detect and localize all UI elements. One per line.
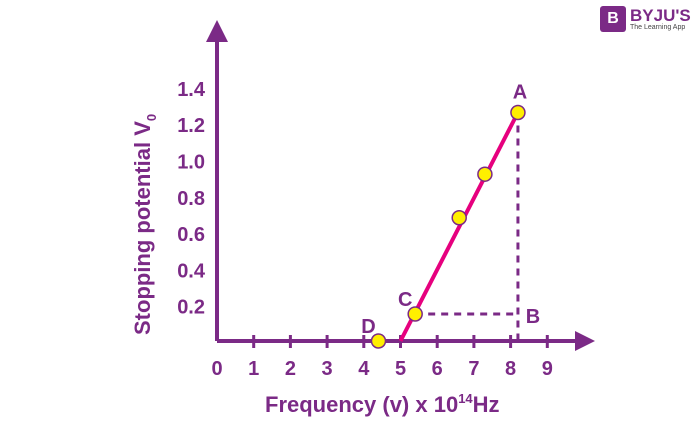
logo-mark: B: [600, 6, 626, 32]
tick-labels: 0 1 2 3 4 5 6 7 8 9 0.2 0.4 0.6 0.8 1.0 1.2 1.4: [177, 79, 553, 380]
x-tick-label: 2: [285, 358, 296, 380]
y-axis-arrow-icon: [206, 20, 228, 42]
y-tick-label: 0.8: [177, 188, 205, 210]
x-axis-arrow-icon: [575, 331, 595, 351]
x-tick-label: 5: [395, 358, 406, 380]
data-point-a: [510, 104, 526, 121]
x-tick-label: 3: [322, 358, 333, 380]
point-label-d: D: [361, 316, 375, 338]
y-tick-label: 0.6: [177, 224, 205, 246]
x-tick-label: 7: [468, 358, 479, 380]
y-tick-label: 1.0: [177, 152, 205, 174]
logo-tagline: The Learning App: [630, 23, 686, 31]
y-tick-label: 1.2: [177, 115, 205, 137]
data-point-d: [370, 333, 387, 349]
y-tick-label: 0.4: [177, 260, 206, 282]
point-label-c: C: [398, 289, 412, 311]
x-tick-label: 9: [542, 358, 553, 380]
data-point: [451, 210, 467, 226]
axes: [206, 20, 595, 351]
x-tick-label: 6: [432, 358, 443, 380]
y-tick-label: 1.4: [177, 79, 206, 101]
x-tick-label: 0: [211, 358, 222, 380]
y-tick-label: 0.2: [177, 297, 205, 319]
chart-marks: D C A B: [361, 81, 540, 349]
data-point: [477, 166, 493, 182]
byjus-logo: B BYJU'S The Learning App: [600, 6, 691, 32]
x-tick-label: 8: [505, 358, 516, 380]
point-label-a: A: [513, 81, 527, 103]
logo-name: BYJU'S: [630, 5, 691, 25]
data-line: [398, 111, 520, 342]
x-tick-label: 1: [248, 358, 259, 380]
y-axis-label: Stopping potential V0: [130, 114, 159, 335]
x-axis-label: Frequency (v) x 1014Hz: [265, 391, 500, 417]
x-tick-label: 4: [358, 358, 370, 380]
data-point-c: [407, 306, 423, 322]
point-label-b: B: [526, 306, 540, 328]
